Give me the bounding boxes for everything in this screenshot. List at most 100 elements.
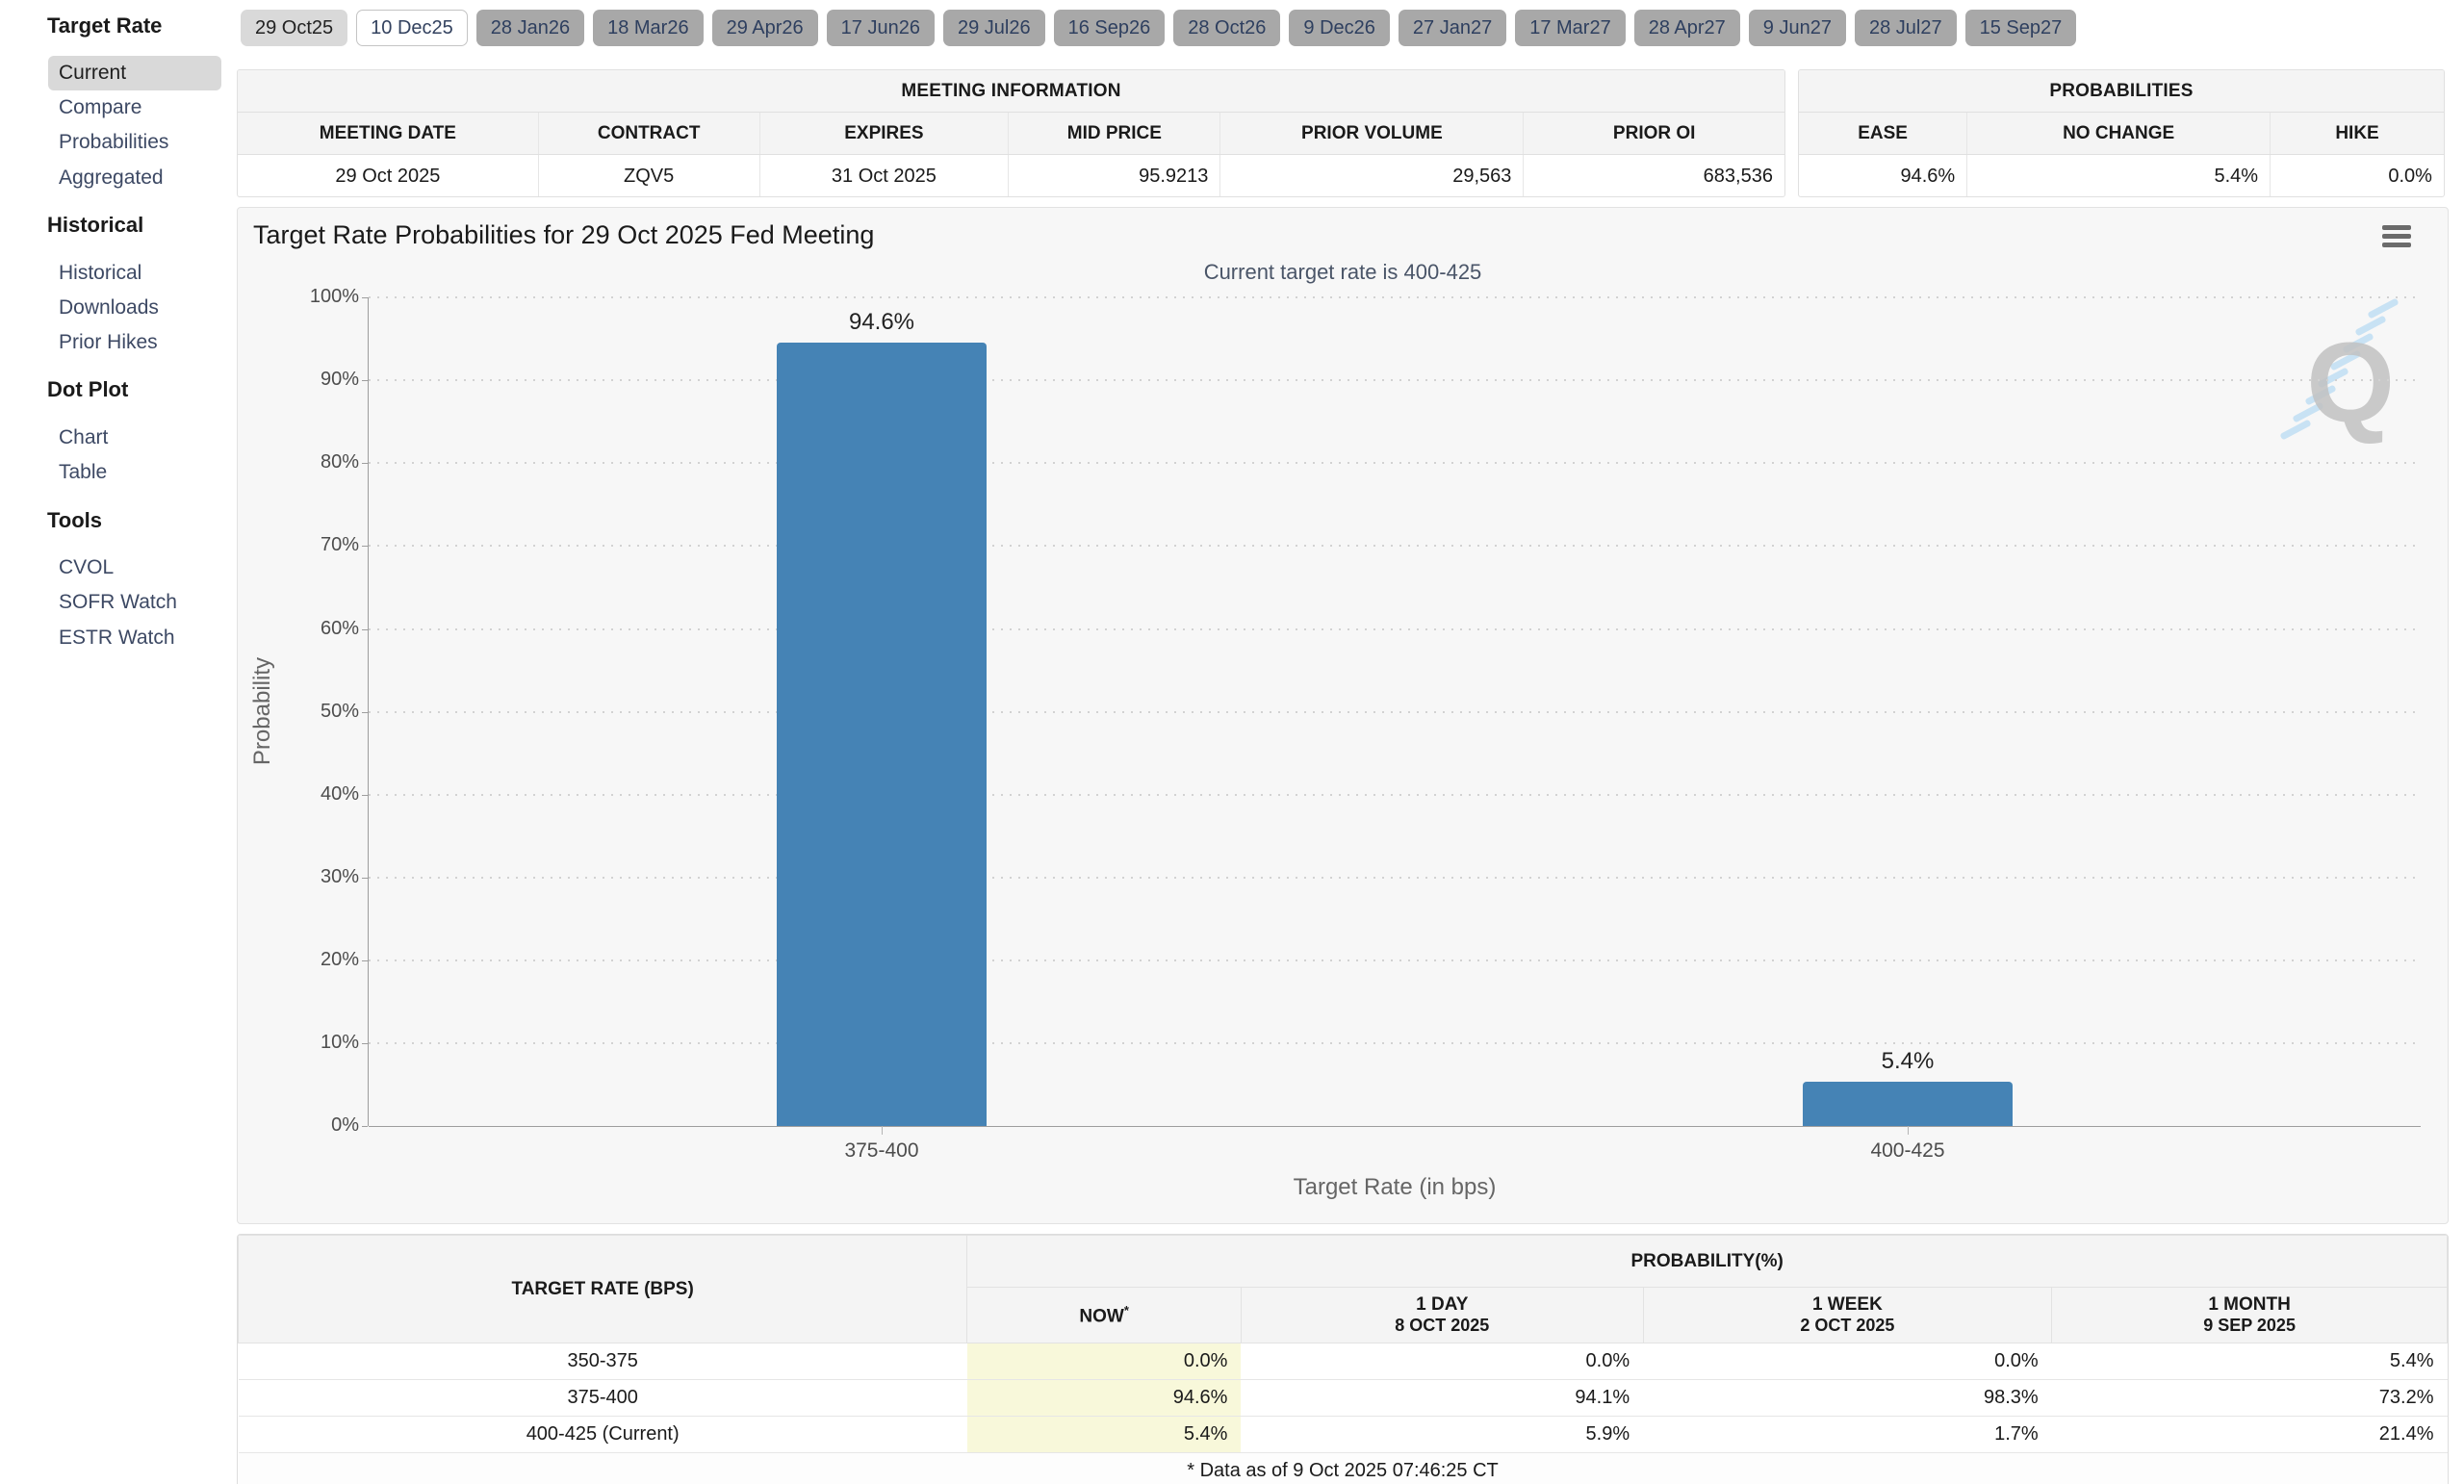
bar-slot-400-425: 5.4% — [1803, 297, 2013, 1126]
ytick-40: 40% — [320, 783, 359, 805]
chart-subtitle: Current target rate is 400-425 — [1203, 260, 1482, 284]
cell-1day: 94.1% — [1241, 1379, 1644, 1417]
ytick-90: 90% — [320, 369, 359, 390]
cell-rate: 375-400 — [238, 1379, 967, 1417]
cell-now: 5.4% — [966, 1416, 1242, 1453]
y-tick-mark — [362, 960, 368, 961]
bar-slot-375-400: 94.6% — [777, 297, 987, 1126]
sidebar-item-prior-hikes[interactable]: Prior Hikes — [59, 331, 158, 353]
bar-value-label: 5.4% — [1881, 1047, 1935, 1074]
cell-1week: 98.3% — [1643, 1379, 2052, 1417]
value-no-change: 5.4% — [1966, 155, 2270, 196]
value-meeting-date: 29 Oct 2025 — [335, 165, 441, 187]
header-no-change: NO CHANGE — [1966, 113, 2270, 154]
header-probability-group: PROBABILITY(%) — [966, 1235, 2448, 1288]
tab-9-dec26[interactable]: 9 Dec26 — [1289, 10, 1390, 46]
ytick-20: 20% — [320, 949, 359, 970]
y-tick-mark — [362, 795, 368, 796]
sidebar-item-estr-watch[interactable]: ESTR Watch — [59, 627, 175, 649]
value-expires: 31 Oct 2025 — [758, 155, 1009, 196]
tab-10-dec25[interactable]: 10 Dec25 — [356, 10, 468, 46]
sidebar-item-cvol[interactable]: CVOL — [59, 556, 115, 578]
probabilities-title: PROBABILITIES — [1799, 70, 2444, 113]
sidebar-item-table[interactable]: Table — [59, 461, 108, 483]
tab-17-jun26[interactable]: 17 Jun26 — [826, 10, 935, 46]
sidebar-item-current[interactable]: Current — [48, 56, 221, 90]
header-1-month-line1: 1 MONTH — [2208, 1294, 2291, 1315]
tab-18-mar26[interactable]: 18 Mar26 — [593, 10, 704, 46]
x-tick-mark — [882, 1126, 883, 1135]
y-tick-mark — [362, 463, 368, 464]
ytick-80: 80% — [320, 451, 359, 473]
tab-28-oct26[interactable]: 28 Oct26 — [1173, 10, 1281, 46]
quikstrike-watermark: Q — [2279, 297, 2404, 453]
y-tick-mark — [362, 546, 368, 547]
y-tick-mark — [362, 629, 368, 630]
header-1-week-line1: 1 WEEK — [1811, 1294, 1883, 1315]
x-tick-mark — [1908, 1126, 1909, 1135]
chart-title: Target Rate Probabilities for 29 Oct 202… — [253, 220, 875, 249]
tab-9-jun27[interactable]: 9 Jun27 — [1748, 10, 1846, 46]
ytick-10: 10% — [320, 1032, 359, 1053]
probabilities-panel: PROBABILITIES EASE NO CHANGE HIKE 94.6% … — [1798, 69, 2445, 197]
ytick-60: 60% — [320, 618, 359, 639]
sidebar-item-chart[interactable]: Chart — [59, 426, 109, 448]
x-category-400-425: 400-425 — [1870, 1139, 1945, 1162]
gridline — [369, 545, 2421, 547]
ytick-70: 70% — [320, 534, 359, 555]
cell-rate: 400-425 (Current) — [238, 1416, 967, 1453]
x-axis-title: Target Rate (in bps) — [1293, 1174, 1497, 1200]
chart-menu-hamburger-icon[interactable] — [2382, 225, 2411, 247]
watermark-q-letter: Q — [2306, 320, 2395, 447]
tab-27-jan27[interactable]: 27 Jan27 — [1398, 10, 1507, 46]
header-1-week: 1 WEEK 2 OCT 2025 — [1642, 1287, 2053, 1343]
sidebar-item-downloads[interactable]: Downloads — [59, 296, 159, 319]
cell-1day: 5.9% — [1241, 1416, 1644, 1453]
value-contract: ZQV5 — [537, 155, 759, 196]
meeting-information-values: 29 Oct 2025 ZQV5 31 Oct 2025 95.9213 29,… — [238, 155, 1784, 196]
cell-now: 0.0% — [966, 1343, 1242, 1380]
tab-29-apr26[interactable]: 29 Apr26 — [711, 10, 818, 46]
sidebar-item-historical[interactable]: Historical — [59, 262, 142, 284]
gridline — [369, 379, 2421, 381]
sidebar-section-target-rate: Target Rate — [47, 13, 163, 38]
table-row: 375-400 94.6% 94.1% 98.3% 73.2% — [238, 1379, 2448, 1417]
hamburger-bar — [2382, 234, 2411, 239]
gridline — [369, 959, 2421, 961]
data-as-of-footnote: * Data as of 9 Oct 2025 07:46:25 CT — [238, 1452, 2448, 1484]
sidebar-item-probabilities[interactable]: Probabilities — [59, 131, 169, 153]
meeting-information-headers: MEETING DATE CONTRACT EXPIRES MID PRICE … — [238, 113, 1784, 155]
target-rate-chart-panel: Target Rate Probabilities for 29 Oct 202… — [237, 207, 2449, 1224]
y-tick-mark — [362, 1126, 368, 1127]
cell-now: 94.6% — [966, 1379, 1242, 1417]
header-now-text: NOW — [1079, 1306, 1124, 1327]
bar-400-425[interactable] — [1803, 1081, 2013, 1126]
y-tick-mark — [362, 712, 368, 713]
y-tick-mark — [362, 297, 368, 298]
probability-history-table: TARGET RATE (BPS) PROBABILITY(%) NOW* 1 … — [238, 1235, 2448, 1484]
tab-16-sep26[interactable]: 16 Sep26 — [1053, 10, 1166, 46]
y-tick-mark — [362, 878, 368, 879]
cell-1month: 21.4% — [2051, 1416, 2448, 1453]
cell-1month: 5.4% — [2051, 1343, 2448, 1380]
header-1-week-line2: 2 OCT 2025 — [1800, 1316, 1895, 1335]
value-ease: 94.6% — [1900, 165, 1956, 187]
gridline — [369, 711, 2421, 713]
cell-1day: 0.0% — [1241, 1343, 1644, 1380]
tab-17-mar27[interactable]: 17 Mar27 — [1515, 10, 1626, 46]
sidebar-item-sofr-watch[interactable]: SOFR Watch — [59, 591, 177, 613]
tab-29-oct25[interactable]: 29 Oct25 — [241, 10, 348, 46]
tab-28-jan26[interactable]: 28 Jan26 — [475, 10, 585, 46]
tab-28-jul27[interactable]: 28 Jul27 — [1854, 10, 1957, 46]
bar-375-400[interactable] — [777, 342, 987, 1126]
sidebar-item-compare[interactable]: Compare — [59, 96, 142, 118]
meeting-information-panel: MEETING INFORMATION MEETING DATE CONTRAC… — [237, 69, 1785, 197]
sidebar-item-aggregated[interactable]: Aggregated — [59, 166, 164, 189]
tab-15-sep27[interactable]: 15 Sep27 — [1964, 10, 2077, 46]
header-prior-volume: PRIOR VOLUME — [1219, 113, 1523, 154]
hamburger-bar — [2382, 243, 2411, 247]
tab-28-apr27[interactable]: 28 Apr27 — [1633, 10, 1740, 46]
ytick-30: 30% — [320, 866, 359, 887]
tab-29-jul26[interactable]: 29 Jul26 — [942, 10, 1045, 46]
y-tick-mark — [362, 380, 368, 381]
